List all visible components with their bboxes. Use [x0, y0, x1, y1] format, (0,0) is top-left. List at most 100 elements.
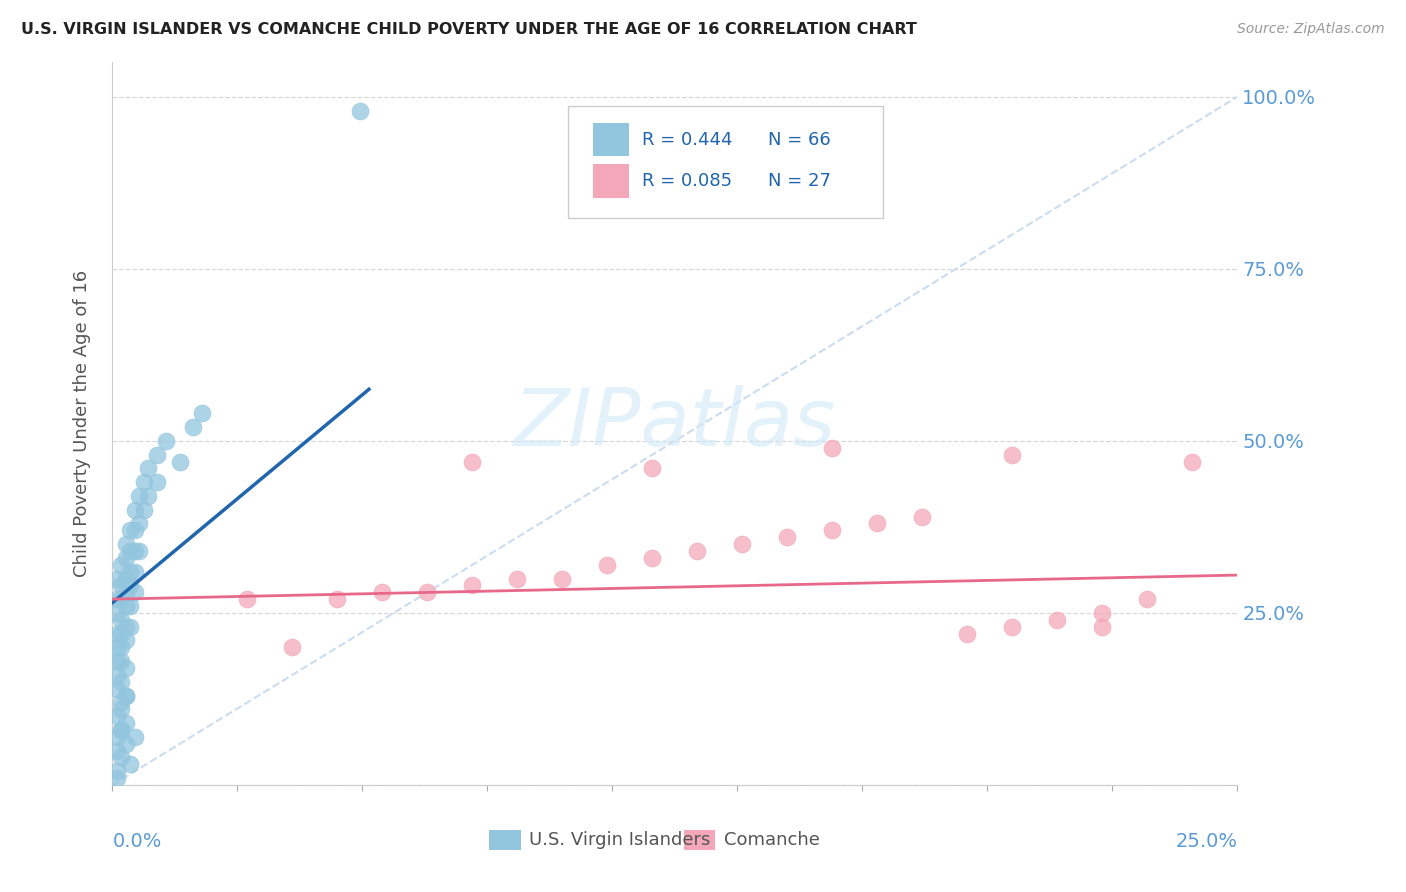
Point	[115, 737, 138, 751]
Text: N = 27: N = 27	[768, 172, 831, 190]
Point	[115, 550, 138, 565]
Point	[461, 454, 484, 468]
Text: Source: ZipAtlas.com: Source: ZipAtlas.com	[1237, 22, 1385, 37]
Point	[1091, 606, 1114, 620]
Point	[105, 592, 128, 607]
Point	[731, 537, 754, 551]
Point	[686, 544, 709, 558]
Point	[110, 626, 132, 640]
Point	[110, 723, 132, 737]
Point	[124, 524, 146, 538]
Point	[281, 640, 304, 655]
Point	[138, 461, 160, 475]
Point	[115, 572, 138, 586]
Text: U.S. Virgin Islanders: U.S. Virgin Islanders	[529, 830, 710, 849]
Point	[115, 620, 138, 634]
Point	[128, 544, 150, 558]
Point	[326, 592, 349, 607]
Text: R = 0.444: R = 0.444	[643, 131, 733, 149]
Point	[105, 626, 128, 640]
Point	[132, 502, 155, 516]
Bar	[683, 830, 716, 850]
Point	[124, 585, 146, 599]
Point	[641, 550, 664, 565]
Point	[776, 530, 799, 544]
Point	[105, 572, 128, 586]
Point	[821, 524, 844, 538]
FancyBboxPatch shape	[568, 106, 883, 218]
Point	[110, 613, 132, 627]
Point	[155, 434, 177, 448]
Point	[110, 654, 132, 668]
Point	[105, 771, 128, 785]
Text: R = 0.085: R = 0.085	[643, 172, 733, 190]
Point	[110, 695, 132, 709]
Point	[1046, 613, 1069, 627]
Point	[956, 626, 979, 640]
Point	[866, 516, 889, 531]
Point	[1001, 448, 1024, 462]
Bar	[593, 123, 628, 156]
Point	[124, 544, 146, 558]
Point	[132, 475, 155, 490]
Point	[105, 640, 128, 655]
Text: N = 66: N = 66	[768, 131, 831, 149]
Point	[1001, 620, 1024, 634]
Point	[1181, 454, 1204, 468]
Point	[105, 606, 128, 620]
Point	[461, 578, 484, 592]
Point	[120, 578, 142, 592]
Point	[120, 565, 142, 579]
Point	[128, 516, 150, 531]
Point	[124, 565, 146, 579]
Point	[120, 620, 142, 634]
Point	[124, 502, 146, 516]
Point	[821, 441, 844, 455]
Point	[911, 509, 934, 524]
Point	[110, 578, 132, 592]
Point	[115, 689, 138, 703]
Point	[115, 585, 138, 599]
Point	[416, 585, 439, 599]
Text: Comanche: Comanche	[724, 830, 820, 849]
Point	[120, 599, 142, 613]
Point	[110, 558, 132, 572]
Point	[110, 674, 132, 689]
Point	[120, 544, 142, 558]
Point	[105, 730, 128, 744]
Point	[138, 489, 160, 503]
Point	[120, 757, 142, 772]
Point	[110, 750, 132, 764]
Point	[105, 668, 128, 682]
Point	[596, 558, 619, 572]
Bar	[593, 164, 628, 197]
Point	[105, 709, 128, 723]
Point	[115, 716, 138, 731]
Text: 0.0%: 0.0%	[112, 832, 162, 851]
Point	[1136, 592, 1159, 607]
Point	[641, 461, 664, 475]
Point	[115, 537, 138, 551]
Point	[183, 420, 205, 434]
Point	[105, 743, 128, 757]
Point	[115, 689, 138, 703]
Point	[105, 764, 128, 779]
Point	[115, 599, 138, 613]
Point	[146, 448, 169, 462]
Point	[236, 592, 259, 607]
Text: ZIPatlas: ZIPatlas	[513, 384, 837, 463]
Text: U.S. VIRGIN ISLANDER VS COMANCHE CHILD POVERTY UNDER THE AGE OF 16 CORRELATION C: U.S. VIRGIN ISLANDER VS COMANCHE CHILD P…	[21, 22, 917, 37]
Point	[128, 489, 150, 503]
Point	[110, 702, 132, 716]
Point	[110, 592, 132, 607]
Point	[191, 406, 214, 420]
Point	[120, 524, 142, 538]
Point	[105, 681, 128, 696]
Point	[105, 654, 128, 668]
Point	[1091, 620, 1114, 634]
Point	[110, 640, 132, 655]
Point	[506, 572, 529, 586]
Point	[169, 454, 191, 468]
Bar	[489, 830, 520, 850]
Point	[115, 633, 138, 648]
